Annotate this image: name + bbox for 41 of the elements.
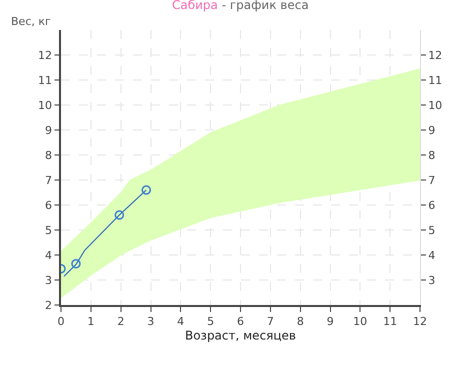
y2-tick-label: 4 <box>428 248 436 262</box>
y2-tick-label: 3 <box>428 274 436 287</box>
y2-tick-label: 5 <box>428 224 436 237</box>
x-tick-label: 5 <box>207 314 214 328</box>
x-tick-label: 1 <box>87 314 94 328</box>
y2-tick-label: 6 <box>428 198 436 212</box>
y2-tick-label: 12 <box>428 48 442 62</box>
x-tick-label: 6 <box>237 314 244 328</box>
x-tick-label: 3 <box>147 314 154 328</box>
y-tick-label: 12 <box>38 48 52 62</box>
y-tick-label: 4 <box>45 248 52 262</box>
x-tick-label: 4 <box>177 314 184 328</box>
x-tick-label: 7 <box>266 314 274 328</box>
y2-tick-label: 9 <box>428 124 436 137</box>
point <box>71 259 81 268</box>
y-tick-label: 9 <box>45 124 52 137</box>
y2-tick-label: 10 <box>428 98 442 112</box>
y-tick-label: 3 <box>45 274 52 287</box>
y-tick-label: 11 <box>38 74 52 87</box>
x-tick-label: 0 <box>58 314 64 328</box>
y2-tick-label: 11 <box>428 74 442 87</box>
y-tick-label: 2 <box>45 298 52 312</box>
y-tick-label: 7 <box>45 174 52 187</box>
y-axis-title: Вес, кг <box>11 15 51 28</box>
x-tick-label: 9 <box>326 314 334 328</box>
y-tick-label: 5 <box>45 224 52 237</box>
y2-tick-label: 7 <box>428 174 436 187</box>
y2-tick-label: 8 <box>428 148 436 162</box>
y-tick-label: 6 <box>45 198 52 212</box>
x-tick-label: 2 <box>117 314 124 328</box>
chart-title: Сабира <box>172 0 218 12</box>
y-tick-label: 10 <box>38 98 52 112</box>
x-tick-label: 10 <box>353 314 368 328</box>
x-axis-title: Возраст, месяцев <box>184 328 296 342</box>
x-tick-label: 11 <box>383 314 398 328</box>
y-tick-label: 8 <box>45 148 52 162</box>
point <box>142 185 152 195</box>
x-tick-label: 8 <box>296 314 304 328</box>
chart-subtitle: - график веса <box>222 0 309 12</box>
x-tick-label: 12 <box>413 314 427 328</box>
point <box>114 210 124 220</box>
